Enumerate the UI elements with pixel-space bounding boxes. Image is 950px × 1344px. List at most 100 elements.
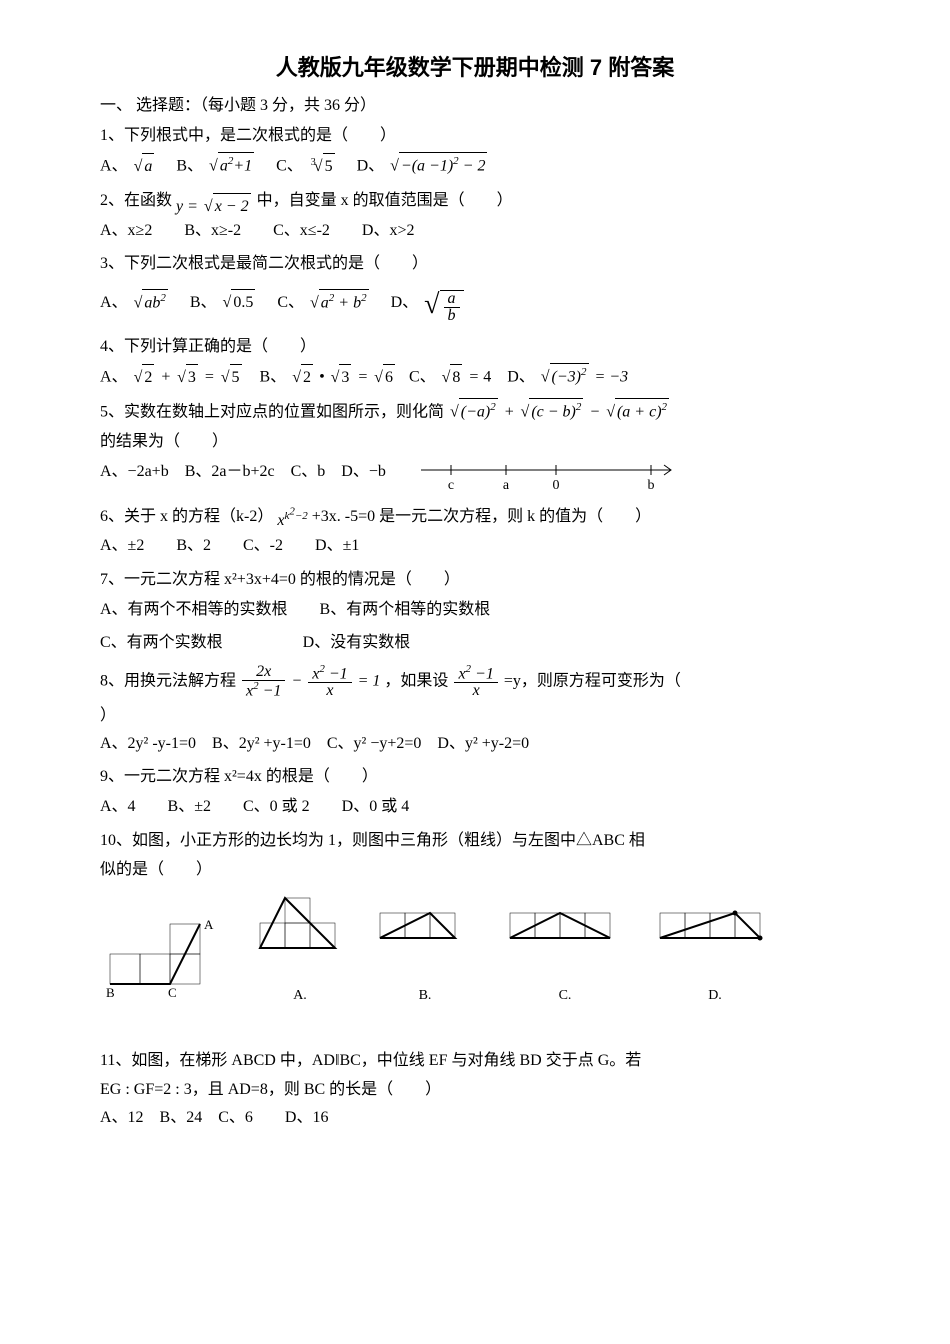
- radicand: 5: [323, 153, 335, 180]
- question-5-options: A、−2a+b B、2a－b+2c C、b D、−b: [100, 459, 386, 485]
- option-label: C、: [276, 158, 303, 175]
- figure-label-b: B.: [370, 985, 480, 1007]
- radicand: 0.5: [231, 289, 255, 316]
- question-6-pre: 6、关于 x 的方程（k-2）: [100, 508, 273, 525]
- question-5: 5、实数在数轴上对应点的位置如图所示，则化简 √(−a)2 + √(c − b)…: [100, 398, 850, 425]
- question-8-mid: ，如果设: [384, 672, 452, 689]
- sqrt-expr: √3: [331, 364, 352, 391]
- radicand: 2: [142, 364, 154, 391]
- radicand: 8: [450, 364, 462, 391]
- question-11b: EG : GF=2 : 3，且 AD=8，则 BC 的长是（ ）: [100, 1077, 850, 1103]
- question-4-options: A、 √2 + √3 = √5 B、 √2 • √3 = √6 C、 √8 = …: [100, 363, 850, 390]
- question-8-close: ）: [100, 703, 850, 729]
- question-11-options: A、12 B、24 C、6 D、16: [100, 1105, 850, 1131]
- question-8-options: A、2y² -y-1=0 B、2y² +y-1=0 C、y² −y+2=0 D、…: [100, 731, 850, 757]
- option-label: A、: [100, 369, 128, 386]
- option-label: C、: [409, 369, 436, 386]
- option-label: C、: [277, 294, 304, 311]
- sqrt-expr: √6: [374, 364, 395, 391]
- frac-num: a: [444, 291, 460, 308]
- sqrt-expr: √a2 + b2: [310, 289, 369, 316]
- radicand: (a + c): [617, 404, 662, 421]
- radicand: 5: [230, 364, 242, 391]
- question-5-tail: 的结果为（ ）: [100, 429, 850, 455]
- numberline-0: 0: [552, 478, 559, 493]
- equals-sign: =: [464, 369, 483, 386]
- radicand-a: a: [321, 294, 329, 311]
- question-7: 7、一元二次方程 x²+3x+4=0 的根的情况是（ ）: [100, 567, 850, 593]
- cuberoot-expr: 3√5: [309, 153, 335, 180]
- radicand-var: a: [220, 158, 228, 175]
- figure-abc: A B C: [100, 909, 230, 1008]
- radicand: 3: [186, 364, 198, 391]
- root-index: 3: [311, 157, 316, 168]
- equals-sign: =: [353, 369, 372, 386]
- radicand-var: −(a −1): [401, 158, 453, 175]
- radicand: x − 2: [213, 193, 251, 220]
- question-1: 1、下列根式中，是二次根式的是（ ）: [100, 123, 850, 149]
- number-line-figure: c a 0 b: [416, 455, 676, 495]
- radicand-tail: − 2: [459, 158, 486, 175]
- figure-option-c: C.: [500, 903, 630, 1008]
- sqrt-expr: √(c − b)2: [521, 398, 584, 425]
- question-8-pre: 8、用换元法解方程: [100, 672, 240, 689]
- radicand: (c − b): [531, 404, 576, 421]
- y-equals: y =: [176, 198, 202, 215]
- figure-label-c: C.: [500, 985, 630, 1007]
- option-label: B、: [176, 158, 203, 175]
- question-11: 11、如图，在梯形 ABCD 中，AD‖BC，中位线 EF 与对角线 BD 交于…: [100, 1048, 850, 1074]
- radicand: (−a): [461, 404, 490, 421]
- question-6: 6、关于 x 的方程（k-2） xk2−2 +3x. -5=0 是一元二次方程，…: [100, 499, 850, 530]
- radicand: 2: [301, 364, 313, 391]
- page-title: 人教版九年级数学下册期中检测 7 附答案: [100, 50, 850, 85]
- question-7-options-2: C、有两个实数根 D、没有实数根: [100, 630, 850, 656]
- question-7-options-1: A、有两个不相等的实数根 B、有两个相等的实数根: [100, 597, 850, 623]
- figure-option-d: D.: [650, 903, 780, 1008]
- question-9: 9、一元二次方程 x²=4x 的根是（ ）: [100, 764, 850, 790]
- sqrt-expr: √3: [177, 364, 198, 391]
- numberline-b: b: [647, 478, 654, 493]
- numberline-c: c: [448, 478, 454, 493]
- question-8-post: =y，则原方程可变形为（: [504, 672, 681, 689]
- option-label: D、: [357, 158, 385, 175]
- question-1-options: A、 √a B、 √a2+1 C、 3√5 D、 √−(a −1)2 − 2: [100, 152, 850, 179]
- question-3: 3、下列二次根式是最简二次根式的是（ ）: [100, 251, 850, 277]
- question-9-options: A、4 B、±2 C、0 或 2 D、0 或 4: [100, 794, 850, 820]
- question-6-options: A、±2 B、2 C、-2 D、±1: [100, 533, 850, 559]
- option-label: D、: [507, 369, 535, 386]
- question-4: 4、下列计算正确的是（ ）: [100, 334, 850, 360]
- question-2-options: A、x≥2 B、x≥-2 C、x≤-2 D、x>2: [100, 218, 850, 244]
- plus-sign: +: [500, 404, 519, 421]
- frac-num-tail: −1: [325, 665, 348, 682]
- frac-num: 2x: [242, 664, 285, 681]
- figure-row: A B C A. B. C.: [100, 893, 850, 1008]
- svg-text:B: B: [106, 985, 115, 999]
- exp-minus2: −2: [295, 510, 308, 522]
- sqrt-expr: √5: [221, 364, 242, 391]
- question-10b: 似的是（ ）: [100, 857, 850, 883]
- frac-expr: x2 −1x: [308, 664, 351, 699]
- sqrt-expr: √0.5: [223, 289, 256, 316]
- figure-label-d: D.: [650, 985, 780, 1007]
- sqrt-expr: √a2+1: [209, 152, 254, 179]
- result-4: 4: [483, 369, 491, 386]
- result-neg3: = −3: [591, 369, 629, 386]
- frac-num-tail: −1: [471, 665, 494, 682]
- option-label: A、: [100, 158, 128, 175]
- frac-den: x: [454, 683, 497, 699]
- question-2-pre: 2、在函数: [100, 192, 176, 209]
- question-6-post: +3x. -5=0 是一元二次方程，则 k 的值为（ ）: [312, 508, 651, 525]
- radicand: 6: [383, 364, 395, 391]
- frac-den: b: [444, 308, 460, 324]
- question-2-post: 中，自变量 x 的取值范围是（ ）: [257, 192, 513, 209]
- question-3-options: A、 √ab2 B、 √0.5 C、 √a2 + b2 D、 √ab: [100, 281, 850, 326]
- svg-text:C: C: [168, 985, 177, 999]
- radicand-tail: +1: [233, 158, 252, 175]
- figure-label-a: A.: [250, 985, 350, 1007]
- option-label: D、: [391, 294, 419, 311]
- svg-text:A: A: [204, 917, 214, 932]
- section-1-heading: 一、 选择题：（每小题 3 分，共 36 分）: [100, 93, 850, 119]
- sqrt-expr: √x − 2: [204, 193, 251, 220]
- sqrt-frac-expr: √ab: [424, 281, 463, 326]
- frac-expr: 2xx2 −1: [242, 664, 285, 699]
